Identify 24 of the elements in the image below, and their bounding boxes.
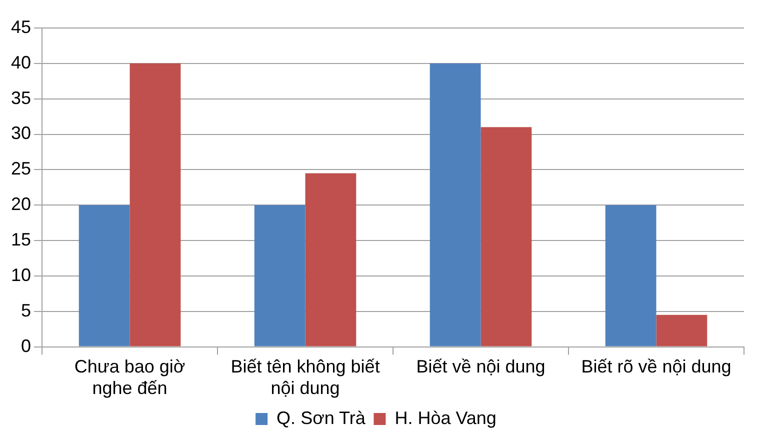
y-tick-label: 30 xyxy=(10,123,32,144)
x-tick-label: Biết rõ về nội dung xyxy=(581,356,732,377)
bar xyxy=(254,205,306,346)
legend-label: Q. Sơn Trà xyxy=(276,408,366,428)
y-tick-label: 20 xyxy=(10,194,32,214)
y-tick-label: 10 xyxy=(10,264,32,285)
x-tick-label: Biết về nội dung xyxy=(416,356,546,377)
bar xyxy=(480,127,532,346)
y-tick-label: 0 xyxy=(21,336,32,356)
y-tick-label: 25 xyxy=(10,158,32,179)
y-tick-label: 40 xyxy=(10,52,32,72)
x-tick-label: Biết tên không biết nội dung xyxy=(230,356,380,398)
bar xyxy=(656,314,708,346)
y-tick-label: 15 xyxy=(10,230,32,250)
y-tick-label: 35 xyxy=(10,88,32,108)
y-tick-label: 5 xyxy=(21,300,32,320)
bar xyxy=(430,63,481,346)
y-tick-label: 45 xyxy=(10,16,32,37)
bar xyxy=(78,205,130,346)
bar xyxy=(605,205,656,346)
bar xyxy=(130,63,181,346)
legend-label: H. Hòa Vang xyxy=(394,408,496,428)
bar xyxy=(305,173,356,346)
x-tick-label: Chưa bao giờ nghe đến xyxy=(74,356,186,398)
